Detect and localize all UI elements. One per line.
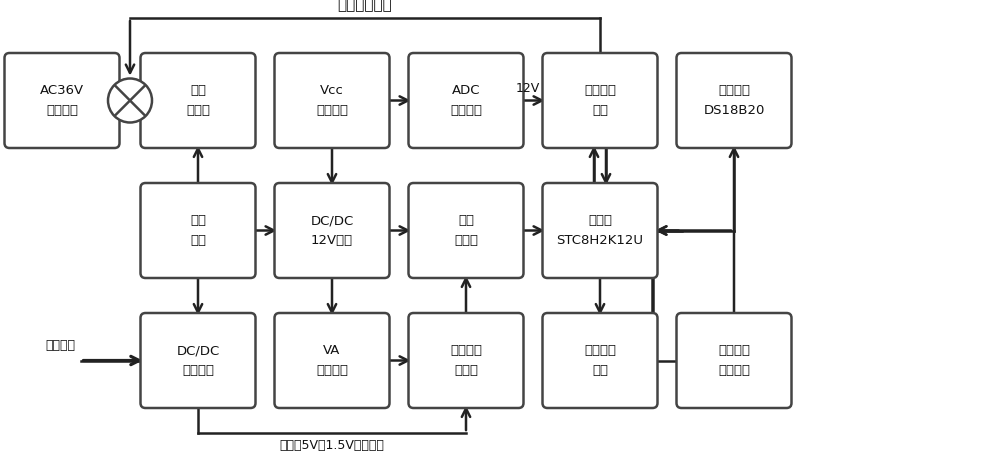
FancyBboxPatch shape — [542, 53, 658, 148]
FancyBboxPatch shape — [542, 313, 658, 408]
FancyBboxPatch shape — [409, 183, 524, 278]
Text: VA
模拟电源: VA 模拟电源 — [316, 344, 348, 376]
FancyBboxPatch shape — [140, 53, 256, 148]
Text: 12V: 12V — [516, 82, 540, 95]
Text: 温度检测
DS18B20: 温度检测 DS18B20 — [703, 85, 765, 116]
Text: 声光报警
电路: 声光报警 电路 — [584, 344, 616, 376]
Circle shape — [108, 79, 152, 122]
Text: 电压控制: 电压控制 — [46, 339, 76, 352]
Text: 传感器5V和1.5V交替加热: 传感器5V和1.5V交替加热 — [280, 439, 384, 452]
FancyBboxPatch shape — [274, 313, 390, 408]
FancyBboxPatch shape — [409, 313, 524, 408]
FancyBboxPatch shape — [274, 183, 390, 278]
FancyBboxPatch shape — [140, 313, 256, 408]
Text: DC/DC
加热电源: DC/DC 加热电源 — [176, 344, 220, 376]
FancyBboxPatch shape — [409, 53, 524, 148]
Text: ADC
基准电压: ADC 基准电压 — [450, 85, 482, 116]
Text: Vcc
数字电源: Vcc 数字电源 — [316, 85, 348, 116]
Text: AC36V
螺旋灯口: AC36V 螺旋灯口 — [40, 85, 84, 116]
Text: DC/DC
12V电源: DC/DC 12V电源 — [310, 214, 354, 247]
Text: 载波通讯
模块: 载波通讯 模块 — [584, 85, 616, 116]
Text: 电感
阻波器: 电感 阻波器 — [186, 85, 210, 116]
FancyBboxPatch shape — [4, 53, 120, 148]
FancyBboxPatch shape — [542, 183, 658, 278]
Text: 掉电检测
数据保护: 掉电检测 数据保护 — [718, 344, 750, 376]
Text: 一氧化碳
传感器: 一氧化碳 传感器 — [450, 344, 482, 376]
FancyBboxPatch shape — [274, 53, 390, 148]
FancyBboxPatch shape — [140, 183, 256, 278]
FancyBboxPatch shape — [676, 313, 792, 408]
Text: 整流
滤波: 整流 滤波 — [190, 214, 206, 247]
Text: 前置
放大器: 前置 放大器 — [454, 214, 478, 247]
Text: 载波通讯信号: 载波通讯信号 — [338, 0, 392, 12]
FancyBboxPatch shape — [676, 53, 792, 148]
Text: 单片机
STC8H2K12U: 单片机 STC8H2K12U — [556, 214, 644, 247]
